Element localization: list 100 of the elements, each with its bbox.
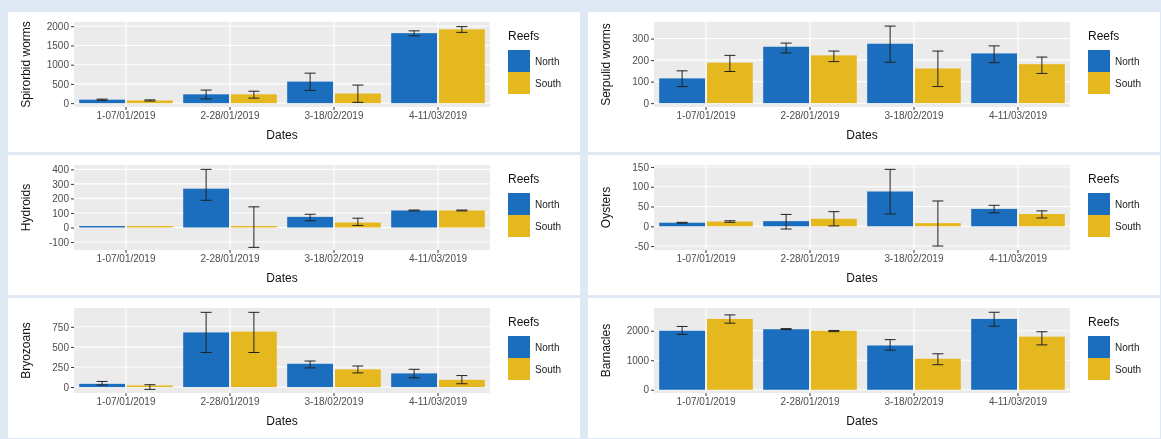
y-tick-label: 0 bbox=[643, 384, 650, 396]
x-tick-label: 1-07/01/2019 bbox=[96, 396, 156, 408]
bar bbox=[1018, 214, 1065, 227]
y-tick-label: 500 bbox=[52, 341, 70, 353]
bar bbox=[287, 216, 334, 228]
y-axis-title: Barnacles bbox=[599, 323, 613, 378]
x-tick-label: 3-18/02/2019 bbox=[884, 396, 944, 408]
y-axis-title: Oysters bbox=[599, 186, 613, 229]
bar bbox=[230, 331, 277, 388]
bar bbox=[810, 55, 857, 104]
x-tick-label: 2-28/01/2019 bbox=[200, 396, 260, 408]
y-tick-label: 0 bbox=[63, 97, 70, 109]
x-tick-label: 4-11/03/2019 bbox=[988, 396, 1048, 408]
y-tick-label: 500 bbox=[52, 78, 70, 90]
y-tick-label: 0 bbox=[643, 97, 650, 109]
x-tick-label: 3-18/02/2019 bbox=[884, 253, 944, 265]
legend-label: South bbox=[1115, 78, 1142, 89]
x-axis-title: Dates bbox=[846, 414, 878, 428]
legend-title: Reefs bbox=[1088, 172, 1120, 186]
bar bbox=[287, 81, 334, 104]
legend-label: North bbox=[1115, 342, 1140, 353]
x-tick-label: 3-18/02/2019 bbox=[304, 396, 364, 408]
x-tick-label: 2-28/01/2019 bbox=[200, 110, 260, 122]
bar bbox=[183, 94, 230, 104]
legend-label: South bbox=[535, 364, 562, 375]
y-tick-label: 400 bbox=[52, 164, 70, 176]
x-tick-label: 4-11/03/2019 bbox=[408, 253, 468, 265]
bar bbox=[438, 210, 485, 228]
x-tick-label: 4-11/03/2019 bbox=[988, 253, 1048, 265]
legend-title: Reefs bbox=[1088, 315, 1120, 329]
y-tick-label: 1000 bbox=[46, 59, 70, 71]
bar bbox=[706, 318, 753, 390]
x-tick-label: 2-28/01/2019 bbox=[780, 253, 840, 265]
bar bbox=[391, 210, 438, 228]
legend-label: South bbox=[1115, 221, 1142, 232]
bar bbox=[914, 223, 961, 227]
y-axis-title: Hydroids bbox=[19, 183, 33, 232]
bar bbox=[706, 62, 753, 104]
bar bbox=[659, 78, 706, 104]
bar bbox=[971, 318, 1018, 390]
y-tick-label: -50 bbox=[634, 240, 650, 252]
legend-label: South bbox=[1115, 364, 1142, 375]
legend-label: North bbox=[535, 199, 560, 210]
x-tick-label: 1-07/01/2019 bbox=[96, 253, 156, 265]
bar bbox=[438, 29, 485, 104]
bar bbox=[971, 53, 1018, 104]
y-axis-title: Serpulid worms bbox=[599, 23, 613, 106]
bar bbox=[763, 329, 810, 390]
y-tick-label: 100 bbox=[632, 76, 650, 88]
legend-label: South bbox=[535, 221, 562, 232]
legend-label: North bbox=[1115, 56, 1140, 67]
x-tick-label: 4-11/03/2019 bbox=[988, 110, 1048, 122]
x-tick-label: 3-18/02/2019 bbox=[304, 253, 364, 265]
x-tick-label: 3-18/02/2019 bbox=[304, 110, 364, 122]
x-tick-label: 1-07/01/2019 bbox=[96, 110, 156, 122]
y-tick-label: 2000 bbox=[626, 325, 650, 337]
bar bbox=[334, 93, 381, 104]
y-tick-label: 300 bbox=[52, 178, 70, 190]
y-tick-label: 250 bbox=[52, 361, 70, 373]
x-tick-label: 4-11/03/2019 bbox=[408, 396, 468, 408]
bar bbox=[1018, 336, 1065, 390]
x-axis-title: Dates bbox=[846, 128, 878, 142]
y-tick-label: 150 bbox=[632, 161, 650, 173]
bar bbox=[971, 208, 1018, 227]
bar bbox=[287, 363, 334, 388]
bar bbox=[438, 379, 485, 388]
bar bbox=[391, 373, 438, 388]
x-tick-label: 2-28/01/2019 bbox=[780, 396, 840, 408]
legend-title: Reefs bbox=[508, 172, 540, 186]
legend-label: North bbox=[535, 56, 560, 67]
y-tick-label: 200 bbox=[52, 193, 70, 205]
legend-title: Reefs bbox=[1088, 29, 1120, 43]
y-tick-label: -100 bbox=[48, 236, 70, 248]
bar bbox=[183, 188, 230, 228]
bar bbox=[230, 94, 277, 104]
y-tick-label: 1000 bbox=[626, 354, 650, 366]
y-tick-label: 50 bbox=[637, 201, 650, 213]
legend-label: North bbox=[535, 342, 560, 353]
x-tick-label: 2-28/01/2019 bbox=[200, 253, 260, 265]
y-tick-label: 0 bbox=[643, 220, 650, 232]
y-tick-label: 300 bbox=[632, 33, 650, 45]
y-tick-label: 0 bbox=[63, 222, 70, 234]
y-tick-label: 750 bbox=[52, 321, 70, 333]
bar bbox=[334, 369, 381, 388]
bar bbox=[763, 46, 810, 104]
y-tick-label: 1500 bbox=[46, 40, 70, 52]
x-axis-title: Dates bbox=[266, 128, 298, 142]
y-axis-title: Spirorbid worms bbox=[19, 21, 33, 108]
bar bbox=[391, 33, 438, 104]
x-axis-title: Dates bbox=[846, 271, 878, 285]
x-tick-label: 2-28/01/2019 bbox=[780, 110, 840, 122]
y-tick-label: 100 bbox=[632, 181, 650, 193]
bar bbox=[914, 358, 961, 390]
y-tick-label: 2000 bbox=[46, 20, 70, 32]
y-axis-title: Bryozoans bbox=[19, 322, 33, 379]
x-tick-label: 1-07/01/2019 bbox=[676, 396, 736, 408]
y-tick-label: 0 bbox=[63, 381, 70, 393]
bar bbox=[867, 345, 914, 390]
bar bbox=[914, 68, 961, 104]
y-tick-label: 100 bbox=[52, 207, 70, 219]
